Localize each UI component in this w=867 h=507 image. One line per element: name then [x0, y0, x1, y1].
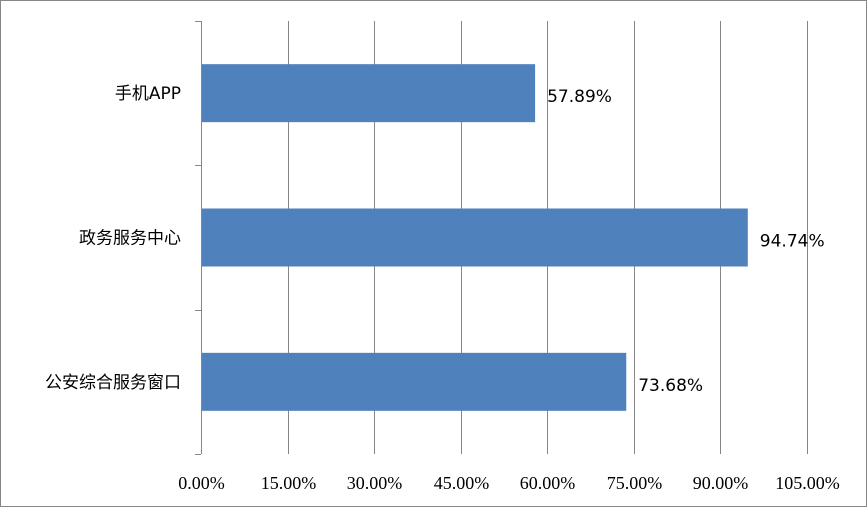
x-tick-label: 45.00%: [434, 473, 490, 493]
label-layer: 0.00% 15.00% 30.00% 45.00% 60.00% 75.00% 90.00…: [45, 84, 840, 493]
category-label: 政务服务中心: [79, 229, 181, 249]
x-tick-label: 0.00%: [178, 473, 225, 493]
x-tick-label: 15.00%: [261, 473, 317, 493]
data-label: 73.68%: [638, 376, 703, 396]
x-tick-label: 30.00%: [347, 473, 403, 493]
bar: [202, 208, 748, 267]
category-label: 手机APP: [115, 84, 181, 104]
data-label: 94.74%: [760, 232, 825, 252]
bar-layer: [202, 64, 748, 411]
x-tick-label: 75.00%: [607, 473, 663, 493]
x-tick-label: 60.00%: [520, 473, 576, 493]
category-label: 公安综合服务窗口: [45, 373, 181, 393]
axis-layer: [195, 21, 202, 455]
data-label: 57.89%: [547, 87, 612, 107]
x-tick-label: 105.00%: [775, 473, 840, 493]
bar: [202, 352, 627, 411]
x-tick-label: 90.00%: [693, 473, 749, 493]
bar: [202, 64, 536, 123]
